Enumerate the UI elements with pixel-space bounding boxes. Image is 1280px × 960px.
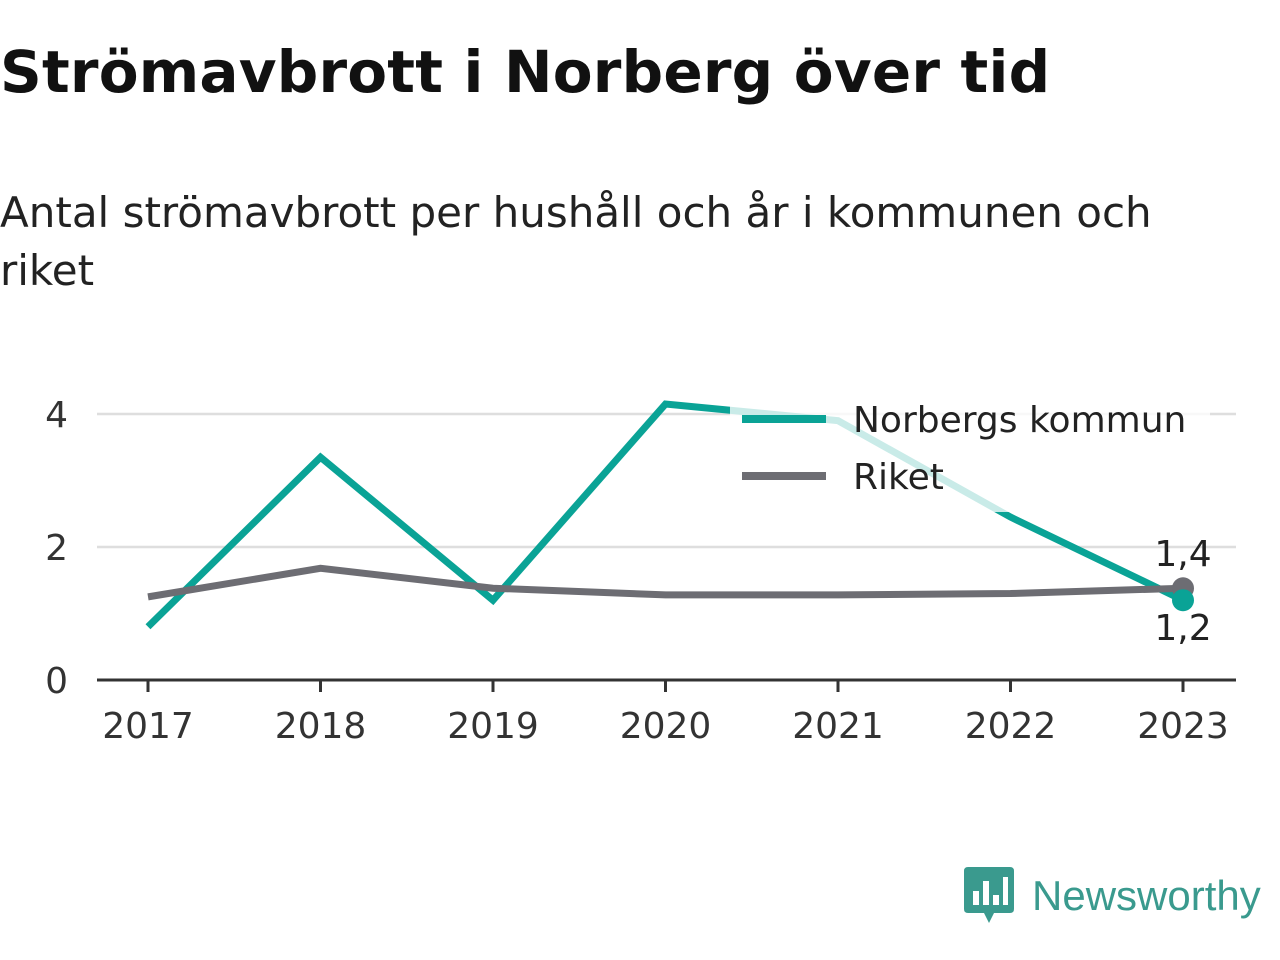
end-point-0 (1172, 589, 1194, 612)
end-label-0: 1,2 (1154, 608, 1211, 649)
y-tick-label: 4 (45, 395, 68, 436)
x-tick-label: 2021 (792, 706, 884, 747)
x-tick-label: 2019 (447, 706, 539, 747)
legend-label-1: Riket (853, 457, 944, 498)
y-axis-ticks: 0 2 4 (45, 395, 68, 702)
brand-logo: Newsworthy (964, 866, 1261, 926)
x-tick-label: 2020 (620, 706, 712, 747)
y-tick-label: 0 (45, 661, 68, 702)
legend-label-0: Norbergs kommun (853, 400, 1186, 441)
end-points: 1,2 1,4 (1154, 534, 1211, 649)
legend-background (730, 388, 1210, 512)
x-tick-label: 2023 (1137, 706, 1229, 747)
x-axis: 2017 2018 2019 2020 2021 2022 2023 (97, 678, 1236, 747)
legend: Norbergs kommun Riket (730, 388, 1210, 512)
chart-subtitle: Antal strömavbrott per hushåll och år i … (0, 188, 1152, 295)
chart-title: Strömavbrott i Norberg över tid (0, 38, 1051, 106)
end-label-1: 1,4 (1154, 534, 1211, 575)
x-tick-label: 2018 (275, 706, 367, 747)
x-tick-label: 2017 (102, 706, 194, 747)
x-tick-label: 2022 (965, 706, 1057, 747)
series-lines (145, 400, 1185, 630)
newsworthy-logo-icon (964, 867, 1014, 923)
y-tick-label: 2 (45, 528, 68, 569)
series-line-0 (145, 400, 1185, 630)
brand-name: Newsworthy (1032, 872, 1261, 919)
series-line-1 (147, 564, 1184, 601)
